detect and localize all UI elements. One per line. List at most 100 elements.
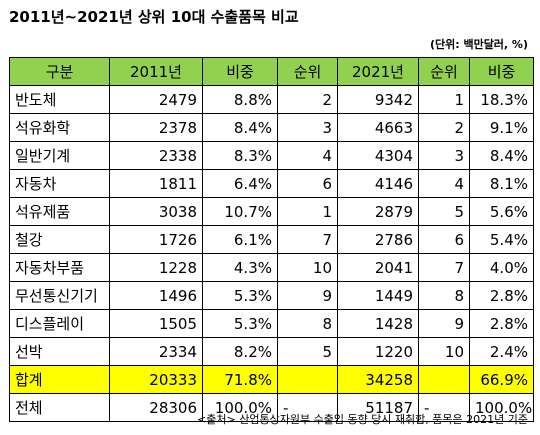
cell-item: 선박 [9,337,110,366]
table-row: 일반기계 2338 8.3% 4 4304 3 8.4% [9,141,534,170]
cell-2011-value: 1811 [109,169,203,198]
cell-2011-rank: 5 [277,337,338,366]
cell-2021-value: 2041 [337,253,419,282]
overall-2021-value: 51187 [337,393,419,422]
cell-2021-rank: 4 [418,169,470,198]
source-note: <출처> 산업통상자원부 수출입 동향 당시 재취합, 품목은 2021년 기준 [197,413,528,426]
header-2021-rank: 순위 [418,57,470,86]
cell-2011-share: 6.4% [202,169,278,198]
cell-2021-value: 2879 [337,197,419,226]
header-2021-share: 비중 [469,57,534,86]
cell-2021-share: 8.1% [469,169,534,198]
cell-item: 일반기계 [9,141,110,170]
cell-2011-rank: 3 [277,113,338,142]
overall-label: 전체 [9,393,110,422]
overall-2011-rank: - [277,393,338,422]
cell-2021-rank: 3 [418,141,470,170]
cell-item: 디스플레이 [9,309,110,338]
cell-2011-value: 2378 [109,113,203,142]
cell-2011-rank: 4 [277,141,338,170]
cell-2021-rank: 9 [418,309,470,338]
cell-2021-share: 9.1% [469,113,534,142]
total-2021-value: 34258 [337,365,419,394]
table-row: 석유제품 3038 10.7% 1 2879 5 5.6% [9,197,534,226]
table-row: 자동차 1811 6.4% 6 4146 4 8.1% [9,169,534,198]
table-row: 철강 1726 6.1% 7 2786 6 5.4% [9,225,534,254]
cell-2011-share: 8.2% [202,337,278,366]
overall-2021-rank: - [418,393,470,422]
cell-2021-share: 2.4% [469,337,534,366]
cell-2021-share: 8.4% [469,141,534,170]
total-label: 합계 [9,365,110,394]
total-row: 합계 20333 71.8% 34258 66.9% [9,365,534,394]
unit-note: (단위: 백만달러, %) [429,38,528,51]
cell-item: 무선통신기기 [9,281,110,310]
cell-2011-share: 10.7% [202,197,278,226]
cell-2011-share: 5.3% [202,309,278,338]
cell-2011-share: 8.4% [202,113,278,142]
cell-item: 철강 [9,225,110,254]
table-row: 디스플레이 1505 5.3% 8 1428 9 2.8% [9,309,534,338]
cell-2011-value: 2479 [109,85,203,114]
cell-2021-value: 9342 [337,85,419,114]
total-2011-rank [277,365,338,394]
cell-2021-rank: 5 [418,197,470,226]
cell-2021-value: 2786 [337,225,419,254]
total-2011-value: 20333 [109,365,203,394]
total-2021-share: 66.9% [469,365,534,394]
cell-2011-share: 6.1% [202,225,278,254]
cell-2011-value: 3038 [109,197,203,226]
cell-2021-share: 2.8% [469,309,534,338]
header-2011-rank: 순위 [277,57,338,86]
cell-2011-rank: 9 [277,281,338,310]
cell-2011-value: 1228 [109,253,203,282]
cell-2021-rank: 1 [418,85,470,114]
cell-2011-rank: 8 [277,309,338,338]
cell-2021-share: 2.8% [469,281,534,310]
cell-2011-share: 8.3% [202,141,278,170]
cell-2011-share: 8.8% [202,85,278,114]
cell-2021-share: 4.0% [469,253,534,282]
header-2011-value: 2011년 [109,57,203,86]
export-comparison-table: 구분 2011년 비중 순위 2021년 순위 비중 반도체 2479 8.8% 2 9… [9,57,534,422]
cell-2011-share: 5.3% [202,281,278,310]
cell-2021-share: 5.4% [469,225,534,254]
table-row: 선박 2334 8.2% 5 1220 10 2.4% [9,337,534,366]
cell-2021-share: 18.3% [469,85,534,114]
table-row: 반도체 2479 8.8% 2 9342 1 18.3% [9,85,534,114]
cell-2011-rank: 2 [277,85,338,114]
table-row: 무선통신기기 1496 5.3% 9 1449 8 2.8% [9,281,534,310]
cell-item: 석유제품 [9,197,110,226]
cell-2021-value: 1220 [337,337,419,366]
header-2011-share: 비중 [202,57,278,86]
cell-2011-rank: 10 [277,253,338,282]
cell-item: 석유화학 [9,113,110,142]
header-category: 구분 [9,57,110,86]
header-2021-value: 2021년 [337,57,419,86]
total-2011-share: 71.8% [202,365,278,394]
cell-2011-rank: 7 [277,225,338,254]
cell-2011-rank: 1 [277,197,338,226]
cell-2021-share: 5.6% [469,197,534,226]
cell-2021-value: 1449 [337,281,419,310]
header-row: 구분 2011년 비중 순위 2021년 순위 비중 [9,57,534,86]
cell-2011-value: 1496 [109,281,203,310]
page-title: 2011년~2021년 상위 10대 수출품목 비교 [9,8,299,26]
cell-item: 자동차 [9,169,110,198]
cell-2021-rank: 2 [418,113,470,142]
cell-item: 자동차부품 [9,253,110,282]
cell-2021-rank: 6 [418,225,470,254]
cell-2021-value: 4663 [337,113,419,142]
overall-2011-value: 28306 [109,393,203,422]
cell-2021-rank: 7 [418,253,470,282]
cell-2011-value: 1505 [109,309,203,338]
overall-row: 전체 28306 100.0% - 51187 - 100.0% [9,393,534,422]
cell-2011-value: 2334 [109,337,203,366]
cell-2021-rank: 8 [418,281,470,310]
table-row: 석유화학 2378 8.4% 3 4663 2 9.1% [9,113,534,142]
cell-2011-value: 1726 [109,225,203,254]
cell-2011-rank: 6 [277,169,338,198]
cell-2021-rank: 10 [418,337,470,366]
cell-2011-value: 2338 [109,141,203,170]
cell-item: 반도체 [9,85,110,114]
